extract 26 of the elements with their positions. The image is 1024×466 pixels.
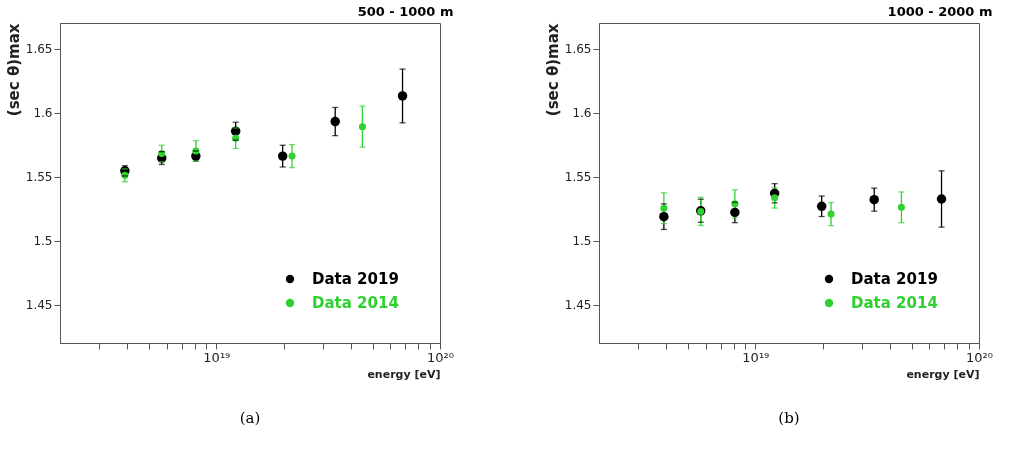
y-tick-label: 1.65	[564, 42, 592, 57]
text: (b)	[778, 409, 800, 427]
legend-label: Data 2019	[851, 270, 938, 288]
y-tick-label: 1.55	[564, 170, 592, 185]
legend-label: Data 2014	[312, 294, 399, 312]
y-tick-label: 1.6	[33, 106, 53, 121]
x-tick-label: 10¹⁹	[203, 349, 231, 365]
y-tick-label: 1.45	[25, 298, 53, 313]
x-tick-label: 10²⁰	[427, 349, 454, 365]
x-tick-label: 10¹⁹	[742, 349, 770, 365]
x-axis-title: energy [eV]	[906, 367, 980, 381]
legend-label: Data 2014	[851, 294, 938, 312]
chart-title: 1000 - 2000 m	[887, 4, 993, 19]
y-tick-label: 1.5	[572, 234, 592, 249]
legend-label: Data 2019	[312, 270, 399, 288]
y-tick-label: 1.5	[33, 234, 53, 249]
y-tick-label: 1.55	[25, 170, 53, 185]
x-axis-title: energy [eV]	[367, 367, 441, 381]
y-tick-label: 1.6	[572, 106, 592, 121]
y-tick-label: 1.65	[25, 42, 53, 57]
y-axis-title: (sec θ)max	[4, 23, 23, 117]
chart-title: 500 - 1000 m	[357, 4, 454, 19]
x-tick-label: 10²⁰	[966, 349, 993, 365]
y-tick-label: 1.45	[564, 298, 592, 313]
text: (a)	[239, 409, 261, 427]
y-axis-title: (sec θ)max	[543, 23, 562, 117]
